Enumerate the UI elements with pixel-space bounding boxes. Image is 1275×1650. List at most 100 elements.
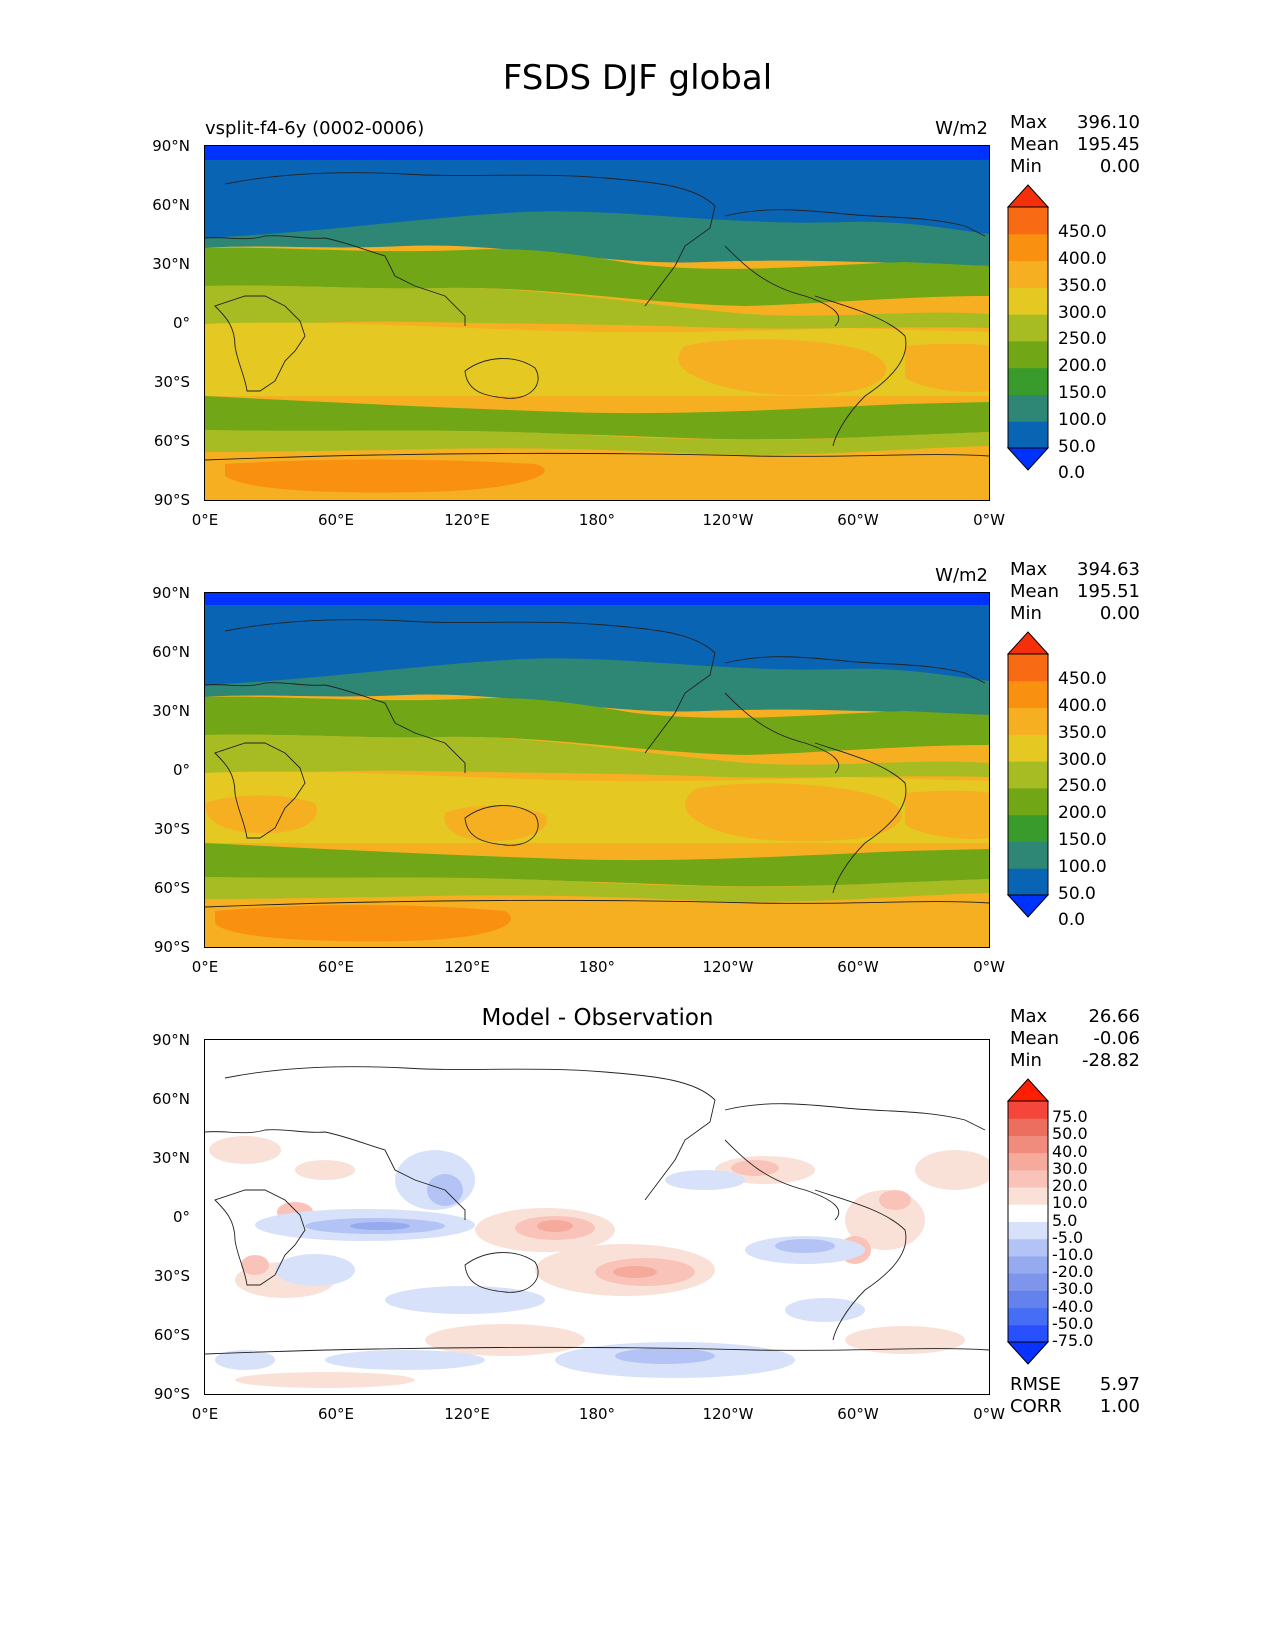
stat-mean-label: Mean xyxy=(1010,1028,1060,1049)
colorbar-tick-label: -50.0 xyxy=(1052,1313,1094,1333)
corr-value: 1.00 xyxy=(1099,1396,1140,1417)
colorbar-tick-label: 0.0 xyxy=(1058,463,1086,484)
panel-difference-map xyxy=(204,1039,990,1395)
stat-max-label: Max xyxy=(1010,1006,1048,1027)
panel-test-colorbar xyxy=(1006,184,1050,471)
colorbar-tick-label: 100.0 xyxy=(1058,856,1107,877)
stat-max-value: 26.66 xyxy=(1088,1006,1140,1027)
colorbar-segment xyxy=(1008,394,1048,422)
colorbar-segment xyxy=(1008,340,1048,369)
panel-test-lat-tick: 30°N xyxy=(152,255,190,273)
colorbar-tick-label: 10.0 xyxy=(1052,1193,1088,1213)
panel-difference-lon-tick: 0°E xyxy=(191,1405,219,1423)
stat-min-value: 0.00 xyxy=(1099,603,1140,624)
colorbar-segment xyxy=(1008,287,1048,315)
colorbar-tick-label: 150.0 xyxy=(1058,382,1107,403)
colorbar-segment xyxy=(1008,707,1048,735)
panel-reference-lon-tick: 180° xyxy=(578,958,616,976)
colorbar-segment xyxy=(1008,1307,1048,1326)
panel-difference-colorbar-labels: 75.0 50.0 40.0 30.0 20.0 10.0 5.0 -5.0 -10.0 -20.… xyxy=(1052,1074,1132,1369)
stat-mean-value: 195.45 xyxy=(1077,134,1140,155)
colorbar-tick-label: -10.0 xyxy=(1052,1244,1094,1264)
panel-difference-lat-tick: 60°S xyxy=(153,1326,190,1344)
colorbar-segment xyxy=(1008,1204,1048,1222)
colorbar-extend-low xyxy=(1006,447,1050,471)
panel-test-lat-tick: 90°S xyxy=(153,491,190,509)
stat-max-value: 394.63 xyxy=(1077,559,1140,580)
panel-difference-colorbar xyxy=(1006,1078,1050,1365)
colorbar-segment xyxy=(1008,761,1048,789)
figure-title: FSDS DJF global xyxy=(502,58,773,98)
colorbar-segment xyxy=(1008,868,1048,896)
stat-min-label: Min xyxy=(1010,1050,1042,1071)
panel-test-units: W/m2 xyxy=(935,118,988,139)
stat-mean-value: 195.51 xyxy=(1077,581,1140,602)
panel-difference-lon-tick: 120°E xyxy=(444,1405,490,1423)
colorbar-tick-label: 250.0 xyxy=(1058,329,1107,350)
panel-difference-lat-tick: 90°N xyxy=(152,1031,190,1049)
stat-min-value: 0.00 xyxy=(1099,156,1140,177)
colorbar-frame xyxy=(1007,206,1049,449)
colorbar-tick-label: 450.0 xyxy=(1058,669,1107,690)
colorbar-segment xyxy=(1008,787,1048,816)
panel-reference-lon-tick: 60°W xyxy=(837,958,879,976)
colorbar-segment xyxy=(1008,1255,1048,1274)
panel-test-stats: Max 396.10 Mean 195.45 Min 0.00 xyxy=(1010,112,1140,178)
panel-reference-units: W/m2 xyxy=(935,565,988,586)
colorbar-extend-high xyxy=(1006,1078,1050,1102)
colorbar-segment xyxy=(1008,1169,1048,1188)
colorbar-tick-label: 300.0 xyxy=(1058,302,1107,323)
rmse-value: 5.97 xyxy=(1099,1374,1140,1395)
colorbar-segment xyxy=(1008,1238,1048,1257)
colorbar-extend-low xyxy=(1006,894,1050,918)
colorbar-extend-low xyxy=(1006,1341,1050,1365)
panel-test-lat-tick: 60°N xyxy=(152,196,190,214)
panel-difference-lon-tick: 60°E xyxy=(317,1405,355,1423)
colorbar-tick-label: 250.0 xyxy=(1058,776,1107,797)
panel-difference-lat-tick: 30°S xyxy=(153,1267,190,1285)
colorbar-tick-label: 200.0 xyxy=(1058,803,1107,824)
panel-difference-title: Model - Observation xyxy=(481,1005,714,1031)
panel-reference-lon-tick: 0°W xyxy=(973,958,1005,976)
stat-max-label: Max xyxy=(1010,559,1048,580)
colorbar-segment xyxy=(1008,233,1048,262)
panel-test-lon-tick: 0°W xyxy=(973,511,1005,529)
panel-reference-lat-tick: 30°S xyxy=(153,820,190,838)
panel-difference-lon-tick: 0°W xyxy=(973,1405,1005,1423)
panel-test-left-title: vsplit-f4-6y (0002-0006) xyxy=(205,118,425,139)
colorbar-tick-label: 350.0 xyxy=(1058,722,1107,743)
colorbar-tick-label: 20.0 xyxy=(1052,1176,1088,1196)
stat-min-label: Min xyxy=(1010,156,1042,177)
colorbar-segment xyxy=(1008,260,1048,288)
stat-min-value: -28.82 xyxy=(1081,1050,1140,1071)
colorbar-tick-label: 400.0 xyxy=(1058,696,1107,717)
panel-reference-lat-tick: 30°N xyxy=(152,702,190,720)
colorbar-segment xyxy=(1008,841,1048,869)
colorbar-tick-label: -40.0 xyxy=(1052,1296,1094,1316)
rmse-label: RMSE xyxy=(1010,1374,1061,1395)
colorbar-tick-label: -5.0 xyxy=(1052,1227,1084,1247)
colorbar-segment xyxy=(1008,367,1048,395)
colorbar-frame xyxy=(1007,1100,1049,1343)
panel-reference-lat-tick: 60°S xyxy=(153,879,190,897)
colorbar-segment xyxy=(1008,1221,1048,1240)
panel-test-lon-tick: 180° xyxy=(578,511,616,529)
colorbar-tick-label: -20.0 xyxy=(1052,1262,1094,1282)
panel-reference-colorbar xyxy=(1006,631,1050,918)
colorbar-segment xyxy=(1008,1152,1048,1171)
panel-test-lat-tick: 90°N xyxy=(152,137,190,155)
panel-reference-field xyxy=(205,593,989,947)
colorbar-tick-label: 5.0 xyxy=(1052,1210,1078,1230)
colorbar-tick-label: 50.0 xyxy=(1058,883,1096,904)
colorbar-frame xyxy=(1007,653,1049,896)
colorbar-extend-high xyxy=(1006,184,1050,208)
panel-test-colorbar-labels: 450.0 400.0 350.0 300.0 250.0 200.0 150.0 100.0… xyxy=(1058,180,1138,482)
panel-reference-lat-tick: 60°N xyxy=(152,643,190,661)
colorbar-segment xyxy=(1008,1324,1048,1343)
colorbar-extend-high xyxy=(1006,631,1050,655)
panel-test-lon-tick: 120°W xyxy=(702,511,754,529)
colorbar-tick-label: 40.0 xyxy=(1052,1141,1088,1161)
panel-difference-lat-tick: 60°N xyxy=(152,1090,190,1108)
colorbar-tick-label: -30.0 xyxy=(1052,1279,1094,1299)
panel-test-lon-tick: 60°W xyxy=(837,511,879,529)
